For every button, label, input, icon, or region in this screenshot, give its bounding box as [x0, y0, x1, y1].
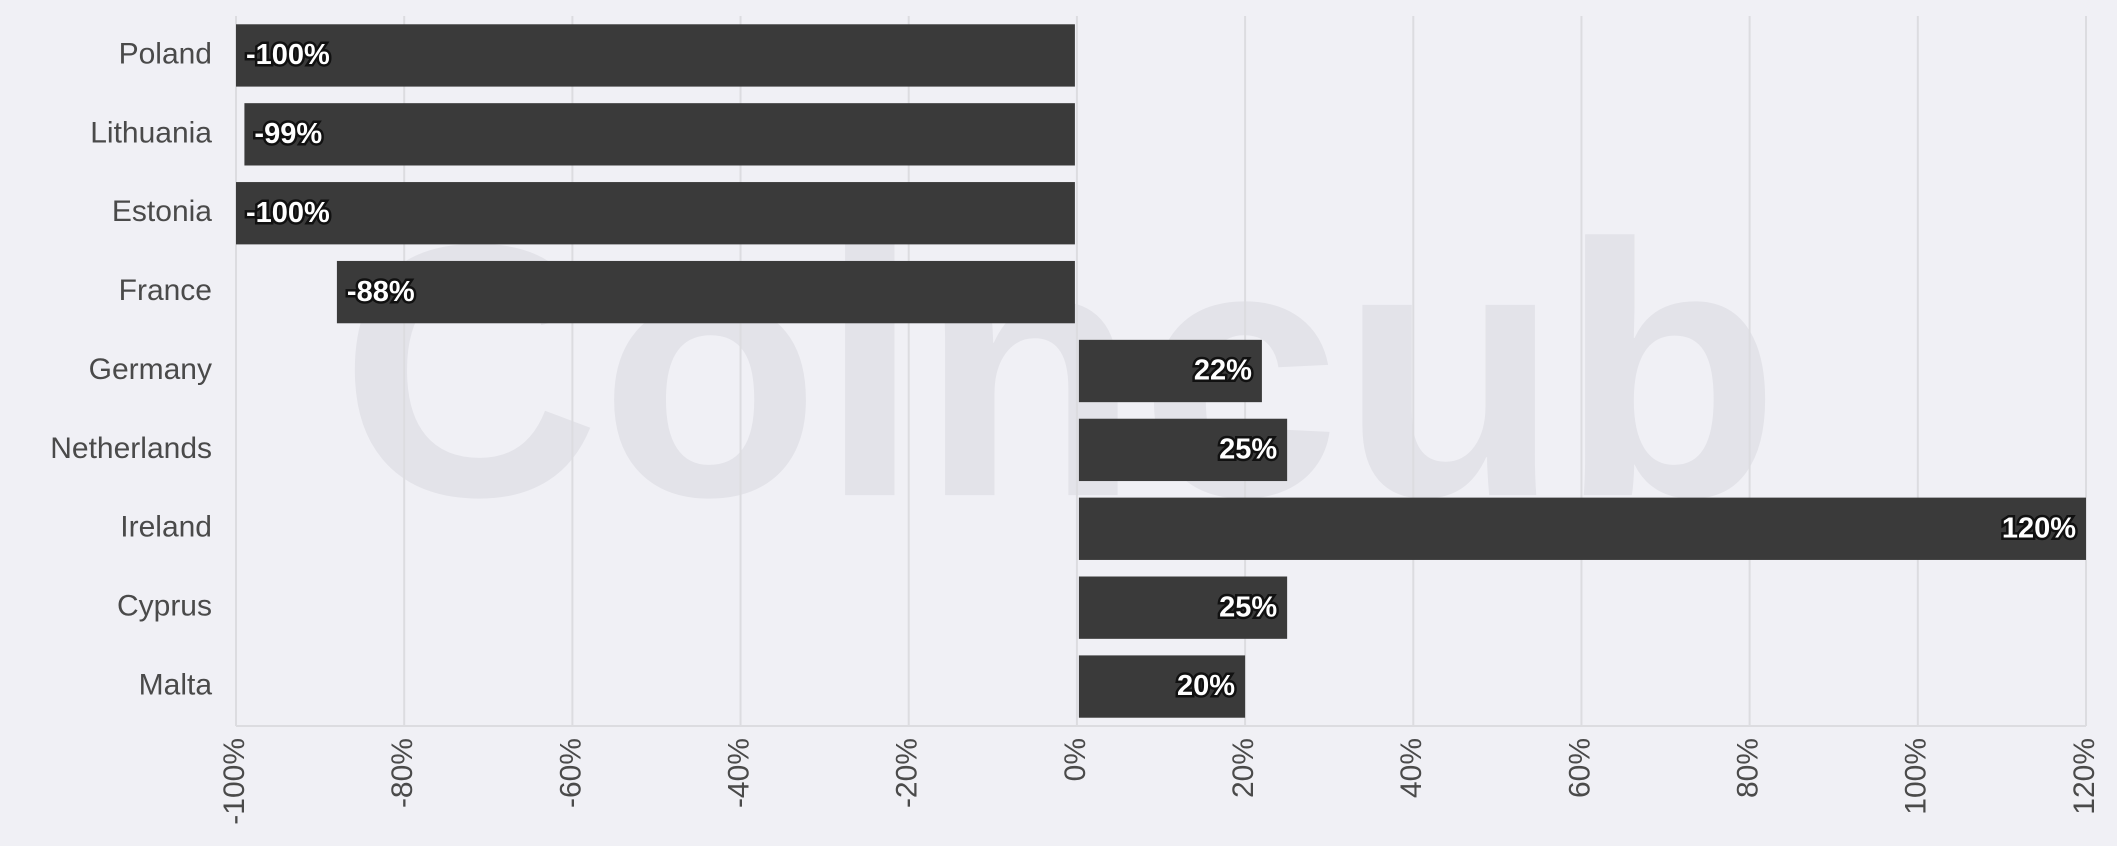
- x-tick-label: 100%: [1900, 738, 1933, 815]
- x-tick-label: 60%: [1563, 738, 1596, 798]
- value-label: 120%: [2002, 512, 2076, 544]
- bar: [1078, 497, 2086, 560]
- bar: [1078, 655, 1246, 718]
- value-label: -100%: [246, 197, 330, 229]
- bar: [236, 24, 1075, 87]
- x-tick-label: 120%: [2068, 738, 2101, 815]
- value-label: -88%: [347, 276, 415, 308]
- bar: [236, 182, 1075, 245]
- x-tick-label: 80%: [1732, 738, 1765, 798]
- x-tick-label: -60%: [554, 738, 587, 808]
- x-tick-label: -100%: [218, 738, 251, 825]
- x-tick-label: 40%: [1395, 738, 1428, 798]
- value-label: -100%: [246, 39, 330, 71]
- x-tick-label: 20%: [1227, 738, 1260, 798]
- category-label: Ireland: [120, 511, 212, 544]
- value-label: 25%: [1219, 434, 1277, 466]
- x-tick-label: -40%: [722, 738, 755, 808]
- x-tick-label: -80%: [386, 738, 419, 808]
- value-label: -99%: [254, 118, 322, 150]
- bar: [1078, 576, 1288, 639]
- value-label: 20%: [1177, 670, 1235, 702]
- value-label: 22%: [1194, 355, 1252, 387]
- category-label: Poland: [119, 37, 212, 70]
- category-label: Lithuania: [90, 116, 212, 149]
- category-label: Estonia: [112, 195, 212, 228]
- bar: [1078, 339, 1262, 403]
- category-label: Malta: [139, 668, 213, 701]
- bar: [336, 260, 1075, 324]
- x-tick-label: -20%: [891, 738, 924, 808]
- category-label: France: [119, 274, 212, 307]
- bar: [244, 103, 1075, 166]
- category-label: Germany: [89, 353, 212, 386]
- x-tick-label: 0%: [1059, 738, 1092, 781]
- category-label: Cyprus: [117, 590, 212, 623]
- bar: [1078, 418, 1288, 482]
- value-label: 25%: [1219, 591, 1277, 623]
- category-label: Netherlands: [50, 432, 212, 465]
